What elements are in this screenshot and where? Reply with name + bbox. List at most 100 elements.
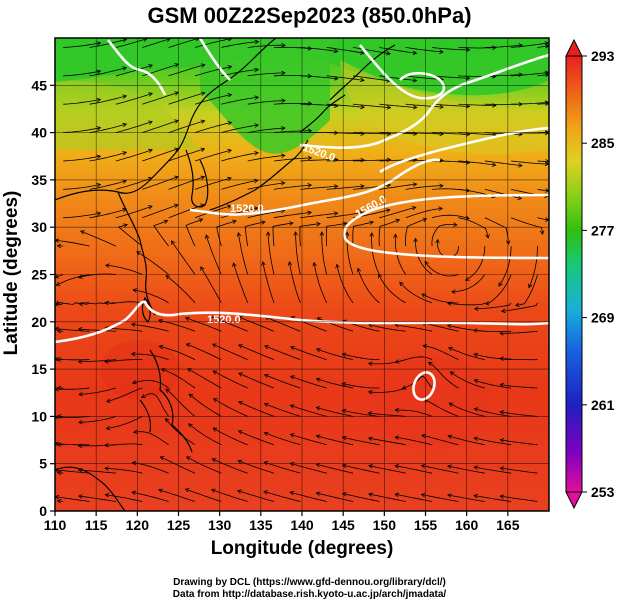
streamline bbox=[421, 434, 459, 446]
streamline bbox=[395, 436, 433, 446]
streamline-arrow bbox=[55, 415, 59, 420]
streamline-arrow bbox=[394, 492, 400, 498]
streamline-arrow bbox=[96, 182, 102, 188]
streamline bbox=[451, 274, 486, 293]
streamline bbox=[326, 222, 347, 247]
streamline bbox=[247, 100, 286, 105]
streamline-arrow bbox=[367, 411, 373, 416]
streamline bbox=[272, 222, 293, 247]
streamline bbox=[131, 323, 169, 332]
streamline bbox=[273, 130, 312, 133]
streamline-arrow bbox=[465, 47, 471, 53]
streamline bbox=[447, 465, 485, 474]
streamline bbox=[57, 472, 64, 474]
streamline bbox=[465, 246, 486, 281]
colorbar-max-arrow bbox=[565, 38, 583, 57]
streamline bbox=[395, 465, 433, 474]
streamline bbox=[233, 262, 249, 304]
streamline-arrow bbox=[122, 66, 128, 71]
streamline bbox=[205, 234, 222, 275]
streamline bbox=[115, 121, 153, 133]
streamline-arrow bbox=[227, 148, 232, 154]
streamline-arrow bbox=[412, 104, 418, 110]
streamline-arrow bbox=[148, 120, 153, 125]
streamline-arrow bbox=[122, 122, 128, 128]
streamline bbox=[395, 409, 433, 417]
streamline-arrow bbox=[412, 50, 418, 56]
streamline-arrow bbox=[55, 356, 59, 362]
streamline bbox=[368, 437, 406, 446]
streamline bbox=[194, 38, 232, 48]
streamline bbox=[212, 458, 248, 474]
streamline bbox=[342, 436, 380, 446]
streamline-arrow bbox=[104, 492, 110, 498]
streamline-arrow bbox=[56, 442, 62, 447]
streamline-arrow bbox=[448, 402, 454, 407]
streamline-arrow bbox=[104, 466, 109, 471]
streamline-arrow bbox=[227, 65, 233, 70]
streamline bbox=[474, 437, 512, 446]
streamline bbox=[290, 433, 327, 446]
streamline-arrow bbox=[394, 435, 400, 440]
y-tick-label: 30 bbox=[31, 219, 47, 235]
streamline bbox=[194, 66, 232, 77]
streamline-arrow bbox=[136, 251, 141, 256]
streamline-arrow bbox=[130, 322, 136, 327]
streamline-arrow bbox=[236, 231, 242, 237]
streamline-arrow bbox=[359, 50, 365, 55]
streamline-arrow bbox=[159, 456, 165, 461]
streamline bbox=[168, 92, 205, 105]
streamline-arrow bbox=[280, 181, 286, 186]
streamline-arrow bbox=[335, 263, 340, 269]
streamline-arrow bbox=[439, 158, 445, 163]
colorbar-tick-label: 269 bbox=[591, 310, 615, 326]
streamline bbox=[316, 435, 354, 446]
streamline-arrow bbox=[545, 130, 549, 135]
streamline-arrow bbox=[518, 72, 524, 77]
streamline bbox=[131, 353, 169, 360]
streamline bbox=[515, 274, 538, 306]
streamline-arrow bbox=[281, 42, 286, 48]
streamline bbox=[299, 223, 321, 247]
streamline-arrow bbox=[104, 359, 109, 364]
streamline bbox=[78, 328, 116, 332]
streamline-arrow bbox=[341, 408, 347, 414]
streamline bbox=[405, 47, 444, 53]
streamline bbox=[352, 47, 391, 55]
streamline-arrow bbox=[106, 398, 111, 403]
streamline-arrow bbox=[212, 398, 218, 403]
streamline bbox=[55, 387, 90, 390]
streamline-arrow bbox=[263, 402, 269, 408]
streamline-arrow bbox=[498, 281, 503, 287]
streamline bbox=[247, 72, 286, 77]
streamline-arrow bbox=[333, 76, 339, 81]
streamline bbox=[221, 41, 259, 48]
x-tick-label: 145 bbox=[331, 517, 355, 533]
streamline bbox=[290, 405, 327, 417]
colorbar-tick-label: 277 bbox=[591, 222, 615, 238]
streamline bbox=[537, 45, 549, 48]
streamline-arrow bbox=[514, 302, 520, 307]
streamline bbox=[264, 345, 301, 360]
streamline bbox=[115, 93, 153, 105]
streamline bbox=[55, 496, 90, 502]
streamline bbox=[264, 374, 301, 389]
streamline bbox=[153, 220, 169, 247]
streamline bbox=[55, 274, 64, 278]
colorbar-min-arrow bbox=[565, 491, 583, 510]
streamline bbox=[342, 493, 380, 502]
streamline-arrow bbox=[174, 175, 179, 180]
streamline-arrow bbox=[165, 388, 171, 393]
streamline bbox=[458, 217, 489, 238]
streamline-arrow bbox=[448, 346, 453, 352]
streamline bbox=[300, 47, 338, 52]
streamline bbox=[263, 491, 301, 502]
streamline bbox=[185, 317, 222, 332]
streamline bbox=[142, 204, 179, 219]
streamline bbox=[500, 384, 538, 389]
streamline bbox=[379, 47, 417, 54]
streamline bbox=[500, 439, 538, 446]
streamline bbox=[264, 461, 301, 474]
streamline-arrow bbox=[367, 436, 373, 441]
streamline-arrow bbox=[123, 223, 128, 228]
